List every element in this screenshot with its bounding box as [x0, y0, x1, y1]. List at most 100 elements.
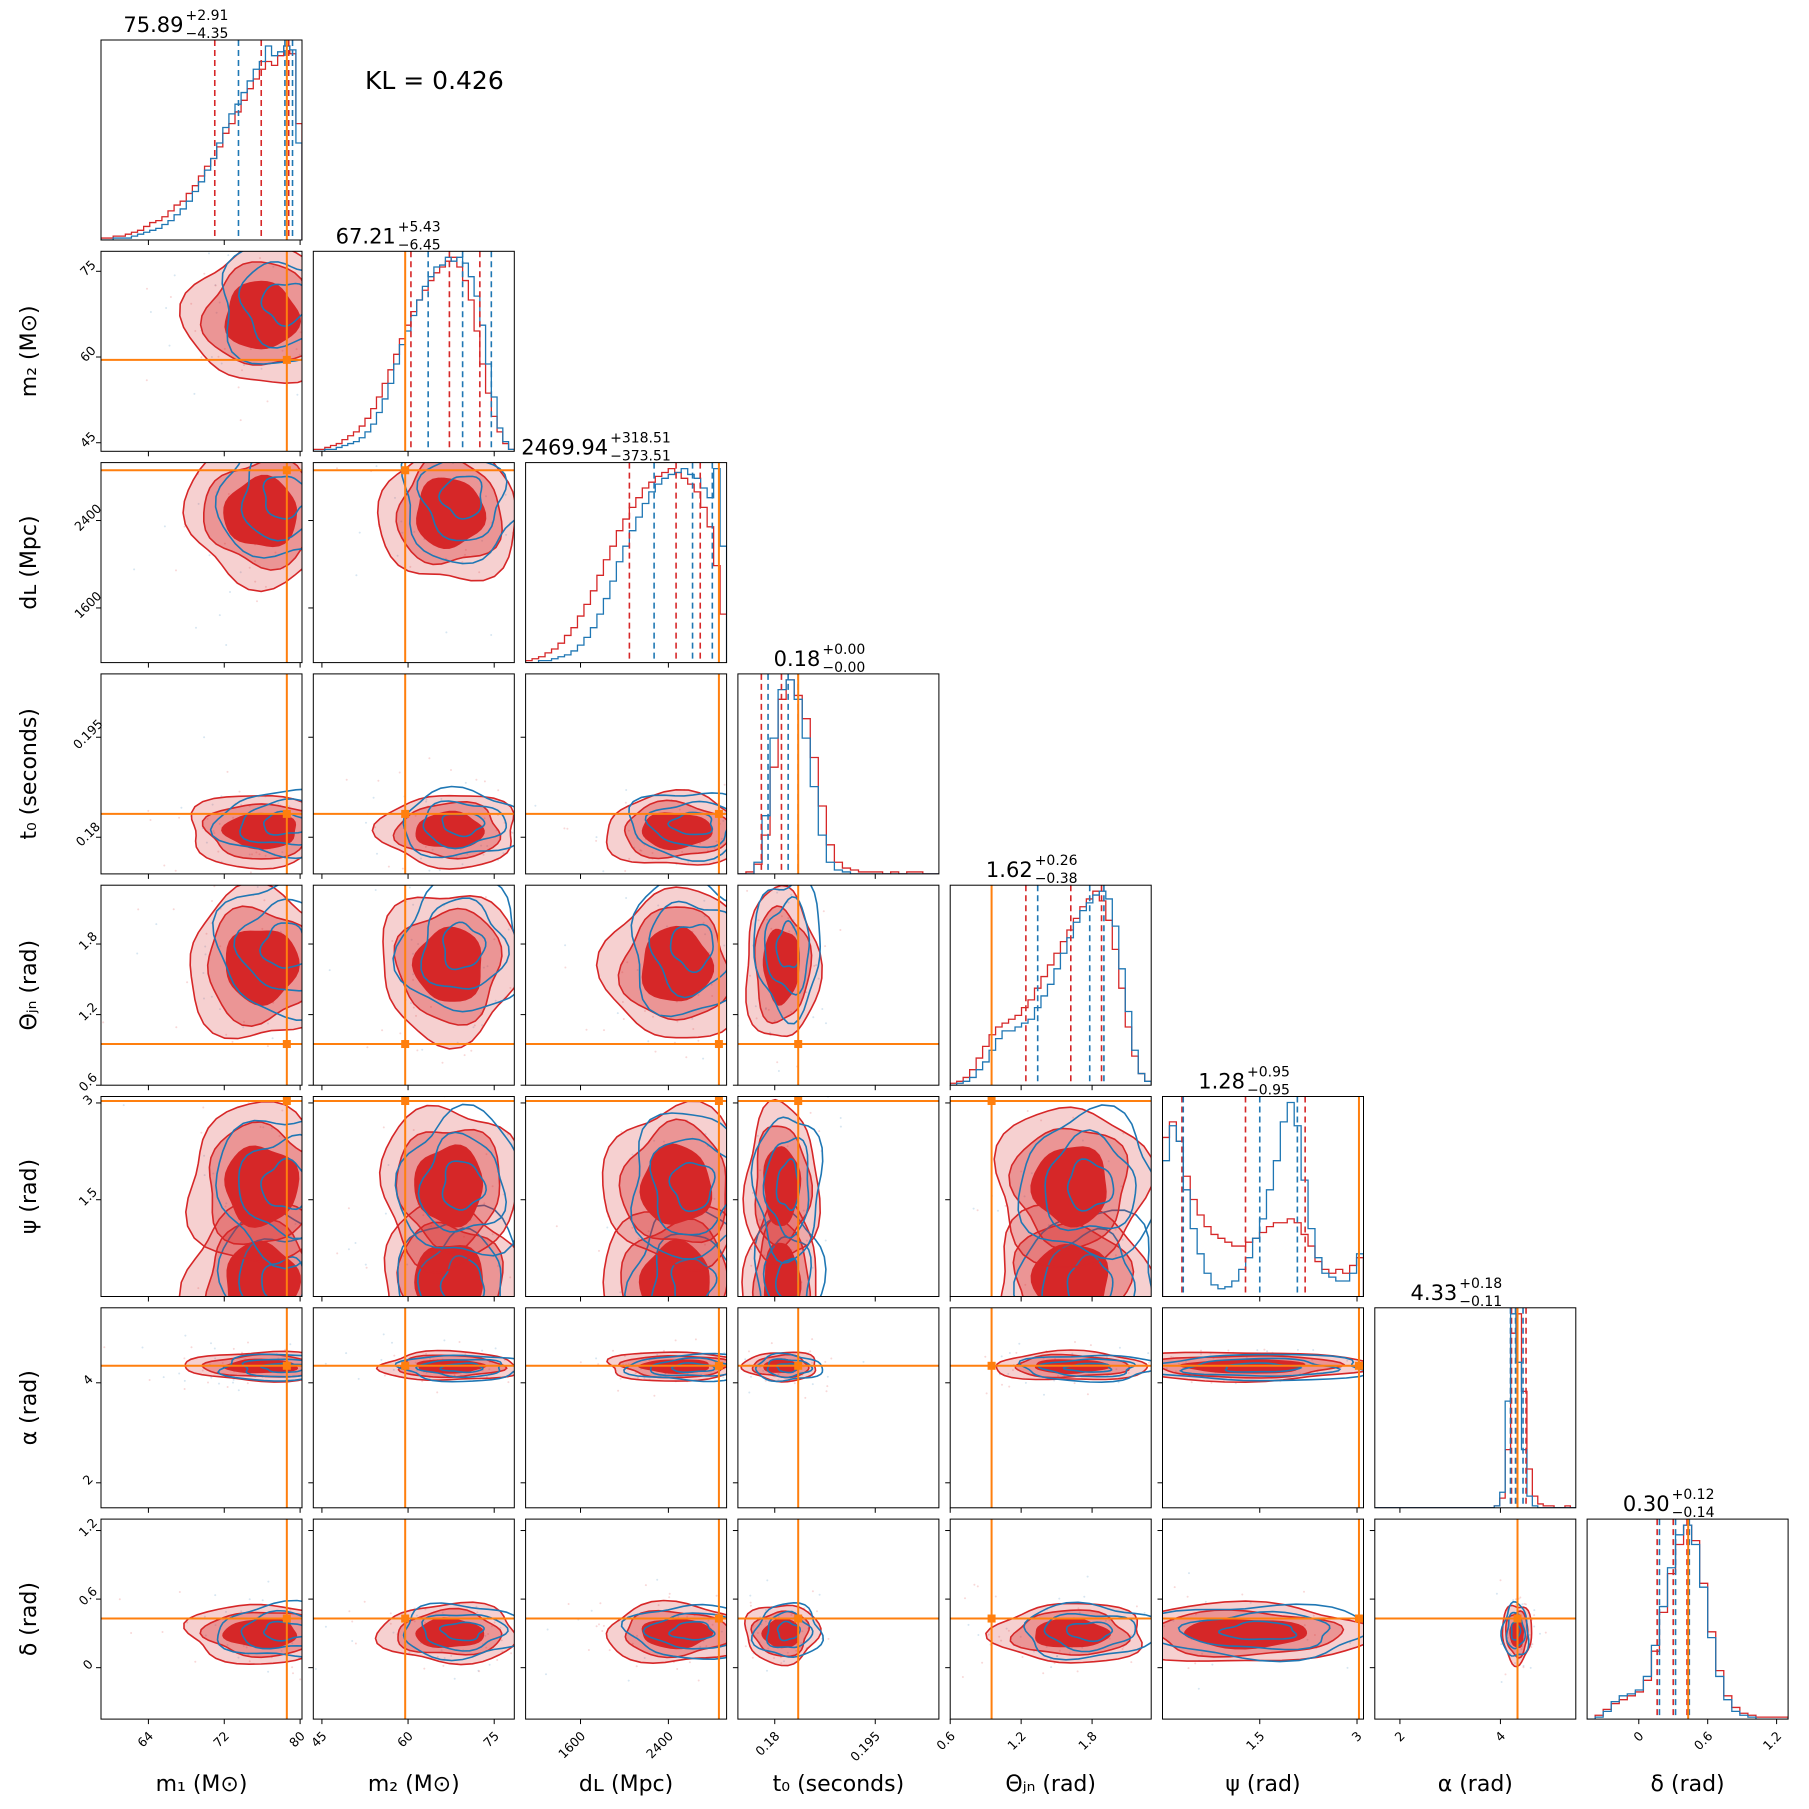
- contour-line-b: [776, 1620, 802, 1642]
- scatter-point: [464, 781, 467, 784]
- contour-line-a: [189, 885, 302, 1040]
- scatter-point: [705, 1645, 708, 1648]
- scatter-point: [523, 1094, 525, 1096]
- scatter-point: [265, 1335, 267, 1337]
- scatter-point: [644, 1584, 647, 1587]
- scatter-point: [280, 1649, 283, 1652]
- scatter-point: [413, 1620, 416, 1623]
- contour-line-b: [1218, 1620, 1298, 1641]
- scatter-point: [218, 614, 221, 617]
- scatter-point: [817, 977, 820, 980]
- scatter-point: [313, 1088, 315, 1090]
- contour-line-b: [240, 1609, 302, 1650]
- scatter-point: [1058, 1597, 1061, 1600]
- scatter-point: [878, 1679, 880, 1681]
- scatter-point: [210, 1342, 212, 1345]
- scatter-point: [1185, 1361, 1187, 1363]
- contour-line-a: [754, 1125, 813, 1248]
- scatter-point: [523, 1643, 525, 1645]
- scatter-point: [526, 1602, 528, 1604]
- scatter-point: [204, 1634, 207, 1637]
- scatter-point: [381, 1029, 384, 1032]
- contour-line-b: [262, 475, 302, 520]
- scatter-point: [767, 1008, 770, 1011]
- contour-line-b: [402, 785, 515, 859]
- scatter-point: [424, 845, 427, 848]
- contour-line-a: [378, 1104, 515, 1274]
- scatter-point: [475, 778, 478, 781]
- scatter-point: [1107, 1160, 1110, 1163]
- scatter-point: [483, 780, 486, 783]
- contour-line-a: [1162, 1351, 1364, 1384]
- contour-line-b: [775, 1362, 802, 1374]
- scatter-point: [1003, 1340, 1005, 1342]
- scatter-point: [214, 284, 217, 287]
- contour-fill-inner: [763, 1242, 802, 1297]
- scatter-point: [1058, 1649, 1061, 1652]
- scatter-point: [155, 1078, 157, 1080]
- scatter-point: [1197, 1687, 1200, 1690]
- scatter-point: [685, 1056, 688, 1059]
- scatter-point: [425, 1371, 428, 1374]
- scatter-point: [175, 1026, 178, 1029]
- scatter-point: [335, 823, 337, 825]
- scatter-point: [1147, 1352, 1150, 1355]
- scatter-point: [483, 817, 486, 820]
- scatter-point: [330, 497, 332, 499]
- scatter-point: [822, 910, 825, 913]
- scatter-point: [631, 1226, 634, 1229]
- scatter-point: [668, 1592, 671, 1595]
- truth-marker: [987, 1614, 996, 1623]
- scatter-point: [497, 890, 499, 892]
- scatter-point: [248, 566, 251, 569]
- scatter-point: [165, 307, 168, 309]
- pair-panel-dL-theta_jn: [525, 884, 728, 1086]
- x-tick-label: 1600: [555, 1728, 588, 1761]
- scatter-point: [1026, 1110, 1029, 1112]
- scatter-point: [232, 1381, 234, 1384]
- scatter-point: [756, 1632, 759, 1634]
- scatter-point: [727, 1251, 729, 1253]
- panel-frame: [525, 1096, 728, 1297]
- scatter-point: [226, 1386, 229, 1388]
- scatter-point: [1523, 1602, 1526, 1605]
- scatter-point: [380, 848, 382, 850]
- contour-fill-inner: [1030, 1243, 1109, 1297]
- scatter-point: [374, 878, 376, 880]
- scatter-point: [420, 857, 422, 860]
- scatter-point: [795, 1649, 798, 1652]
- scatter-point: [416, 1049, 419, 1052]
- scatter-point: [572, 869, 574, 871]
- x-tick-label: 0.18: [752, 1728, 782, 1758]
- truth-marker: [401, 1040, 410, 1049]
- scatter-point: [1533, 1609, 1536, 1612]
- x-tick-label: 75: [480, 1728, 502, 1750]
- scatter-point: [770, 927, 773, 930]
- scatter-point: [1045, 1645, 1048, 1648]
- scatter-point: [284, 1348, 287, 1351]
- contour-line-b: [420, 897, 510, 990]
- scatter-point: [1007, 1372, 1010, 1375]
- scatter-point: [262, 1126, 265, 1129]
- scatter-point: [324, 224, 326, 226]
- scatter-point: [241, 369, 243, 372]
- scatter-point: [482, 966, 485, 969]
- panel-frame: [1162, 1307, 1364, 1509]
- scatter-point: [687, 860, 690, 863]
- scatter-point: [267, 1022, 269, 1025]
- scatter-point: [133, 568, 136, 571]
- hist-title-median: 0.18: [774, 647, 821, 671]
- scatter-point: [324, 1160, 326, 1162]
- scatter-point: [766, 1579, 769, 1582]
- scatter-point: [223, 347, 226, 350]
- scatter-point: [780, 915, 783, 918]
- scatter-point: [316, 522, 318, 524]
- scatter-point: [750, 1264, 753, 1267]
- contour-line-b: [421, 1613, 509, 1652]
- scatter-point: [1153, 1366, 1155, 1368]
- scatter-point: [323, 1662, 325, 1664]
- scatter-point: [530, 1258, 532, 1260]
- scatter-point: [476, 1611, 479, 1614]
- truth-marker: [1513, 1614, 1522, 1623]
- scatter-point: [544, 1315, 546, 1317]
